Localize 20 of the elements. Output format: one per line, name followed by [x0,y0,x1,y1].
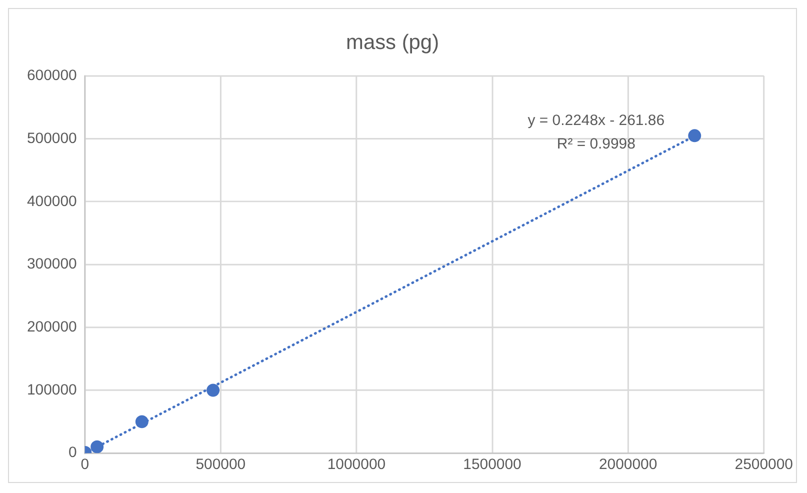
point [206,384,220,397]
y-tick-label: 200000 [26,318,77,336]
y-tick-label: 300000 [26,256,77,273]
point [688,129,702,142]
y-tick-label: 400000 [26,192,77,210]
x-tick-label: 2500000 [734,456,793,474]
chart-title: mass (pg) [346,31,440,54]
point [135,415,148,428]
x-tick-label: 2000000 [598,456,658,474]
point [90,440,104,454]
y-tick-label: 0 [68,444,77,462]
y-tick-label: 500000 [26,130,77,147]
annotation: R² = 0.9998 [556,136,636,153]
y-tick-label: 600000 [26,67,77,84]
x-tick-label: 500000 [196,456,246,474]
x-tick-label: 1500000 [463,456,522,474]
x-tick-label: 0 [80,456,90,474]
annotation: y = 0.2248x - 261.86 [528,112,665,129]
y-tick-label: 100000 [26,381,77,398]
x-tick-label: 1000000 [327,456,386,474]
